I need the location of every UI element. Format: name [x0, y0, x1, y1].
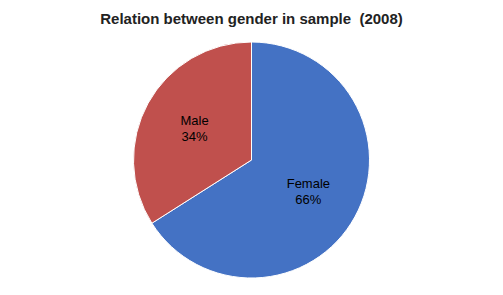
slice-value: 66% [295, 192, 321, 207]
slice-labels: Female66% Male34% [181, 113, 331, 206]
slice-label: Female66% [287, 176, 330, 207]
chart-container: Relation between gender in sample (2008)… [0, 0, 503, 295]
title: Relation between gender in sample (2008) [100, 10, 403, 27]
pie-slice [134, 42, 252, 223]
slice-label: Male34% [181, 113, 209, 144]
slice-category: Female [287, 176, 330, 191]
slice-category: Male [181, 113, 209, 128]
slices [134, 42, 370, 278]
chart-svg: Relation between gender in sample (2008)… [0, 0, 503, 295]
slice-value: 34% [182, 129, 208, 144]
